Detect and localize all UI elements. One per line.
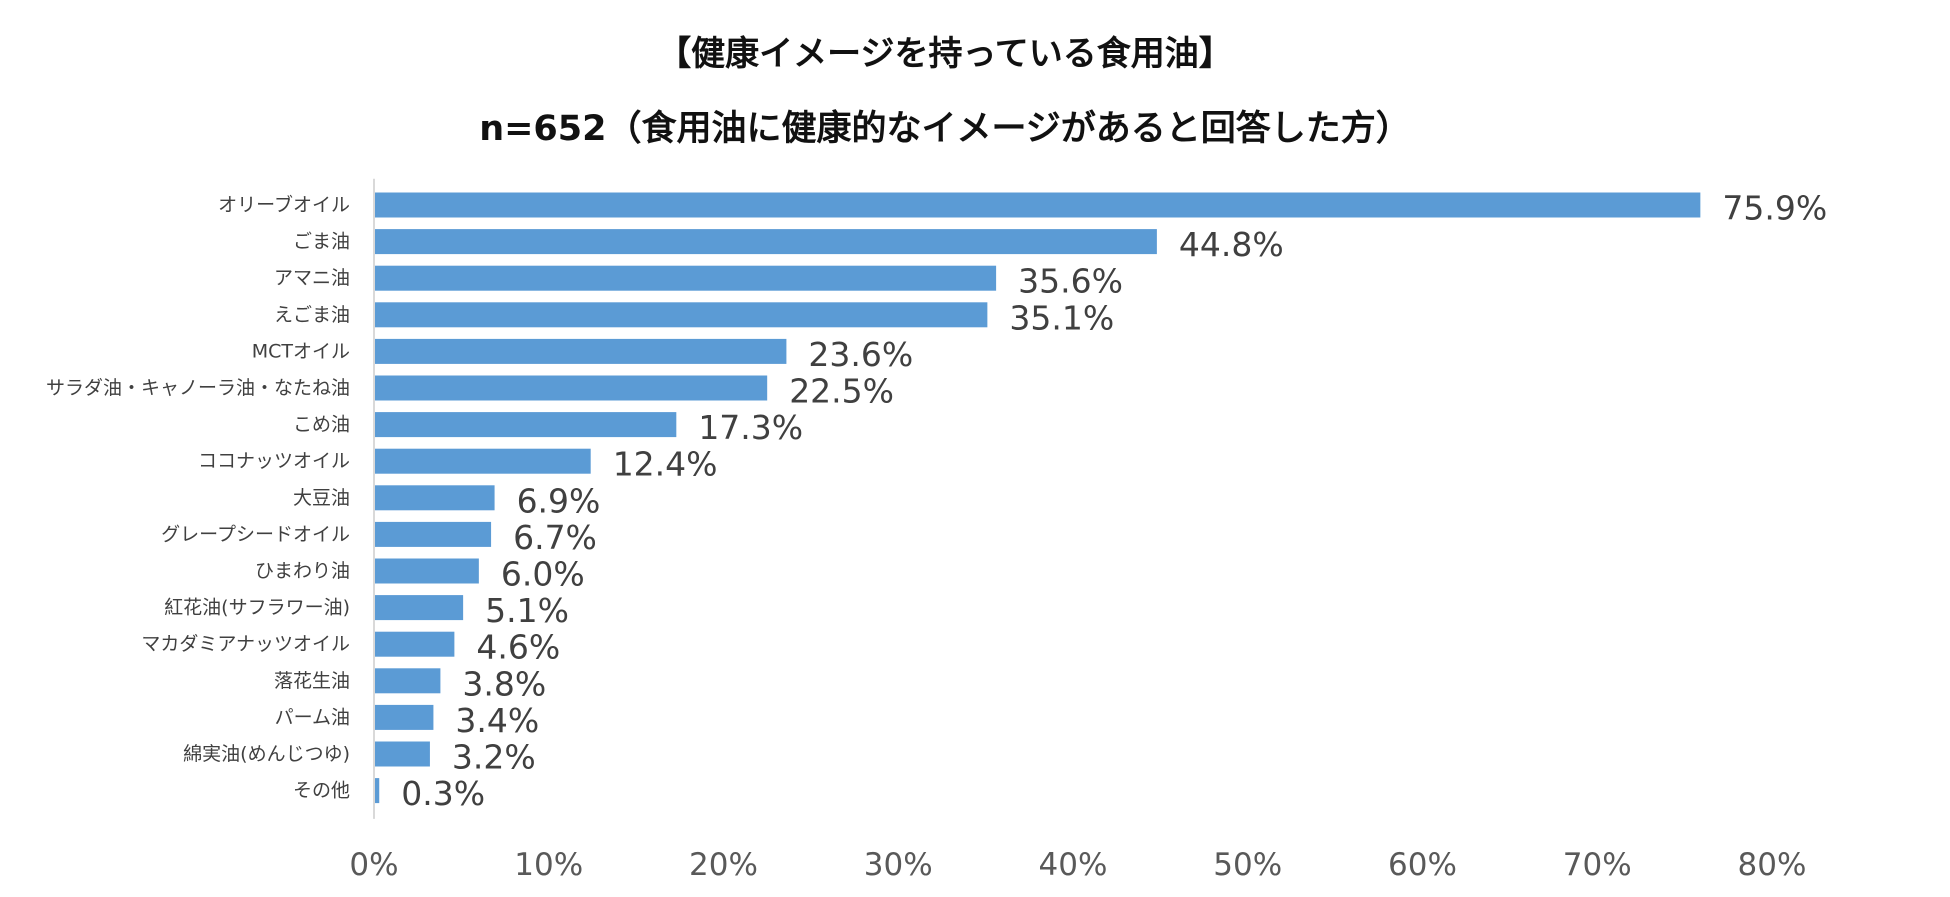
category-label: その他 — [293, 780, 350, 802]
bar — [374, 521, 492, 547]
category-label: グレープシードオイル — [161, 523, 350, 545]
bar — [374, 302, 988, 328]
bar — [374, 338, 787, 364]
category-label: オリーブオイル — [218, 193, 350, 216]
value-label: 44.8% — [1179, 225, 1284, 264]
value-label: 75.9% — [1722, 189, 1827, 228]
value-label: 12.4% — [613, 445, 718, 484]
category-label: えごま油 — [274, 304, 350, 326]
x-tick-labels-group: 0% 10% 20% 30% 40% 50% 60% 70% 80% — [349, 847, 1806, 883]
category-label: こめ油 — [293, 414, 350, 436]
value-label: 35.1% — [1009, 298, 1114, 337]
bar — [374, 668, 441, 694]
bar — [374, 704, 434, 730]
bar — [374, 631, 455, 657]
value-label: 17.3% — [698, 408, 803, 447]
bar — [374, 192, 1701, 218]
category-label: 綿実油(めんじつゆ) — [183, 743, 350, 765]
category-label: 落花生油 — [274, 670, 350, 692]
bars-group — [374, 192, 1701, 804]
bar — [374, 448, 591, 474]
bar — [374, 558, 479, 584]
bar — [374, 778, 380, 804]
bar — [374, 595, 464, 621]
value-label: 35.6% — [1018, 262, 1123, 301]
value-label: 0.3% — [401, 774, 485, 813]
x-tick-label: 50% — [1213, 847, 1282, 883]
value-labels-group: 75.9% 44.8% 35.6%35.1% 23.6%22.5%17.3%12.4%… — [401, 189, 1827, 814]
chart-subtitle: n=652（食用油に健康的なイメージがあると回答した方） — [479, 109, 1411, 149]
category-label: 紅花油(サフラワー油) — [164, 597, 350, 619]
bar — [374, 229, 1157, 255]
category-label: サラダ油・キャノーラ油・なたね油 — [46, 377, 350, 399]
category-label: 大豆油 — [293, 487, 350, 509]
x-tick-label: 0% — [349, 847, 398, 883]
value-label: 3.8% — [462, 664, 546, 703]
bar — [374, 265, 997, 291]
x-tick-label: 30% — [864, 847, 933, 883]
value-label: 22.5% — [789, 372, 894, 411]
bar — [374, 741, 430, 767]
value-label: 6.9% — [517, 481, 601, 520]
category-label: マカダミアナッツオイル — [141, 633, 350, 655]
x-tick-label: 60% — [1388, 847, 1457, 883]
bar — [374, 412, 677, 438]
value-label: 6.0% — [501, 555, 585, 594]
x-tick-label: 80% — [1738, 847, 1807, 883]
category-label: パーム油 — [275, 706, 350, 728]
value-label: 4.6% — [476, 628, 560, 667]
category-label: ひまわり油 — [255, 560, 350, 582]
category-label: アマニ油 — [274, 267, 350, 289]
value-label: 5.1% — [485, 591, 569, 630]
bar — [374, 485, 495, 511]
x-tick-label: 10% — [514, 847, 583, 883]
x-tick-label: 40% — [1039, 847, 1108, 883]
category-label: MCTオイル — [252, 340, 350, 362]
value-label: 3.4% — [455, 701, 539, 740]
value-label: 6.7% — [513, 518, 597, 557]
category-label: ココナッツオイル — [198, 450, 350, 472]
chart-title: 【健康イメージを持っている食用油】 — [657, 34, 1233, 74]
value-label: 3.2% — [452, 738, 536, 777]
x-tick-label: 70% — [1563, 847, 1632, 883]
category-label: ごま油 — [293, 231, 350, 253]
bar — [374, 375, 768, 401]
x-tick-label: 20% — [689, 847, 758, 883]
value-label: 23.6% — [808, 335, 913, 374]
